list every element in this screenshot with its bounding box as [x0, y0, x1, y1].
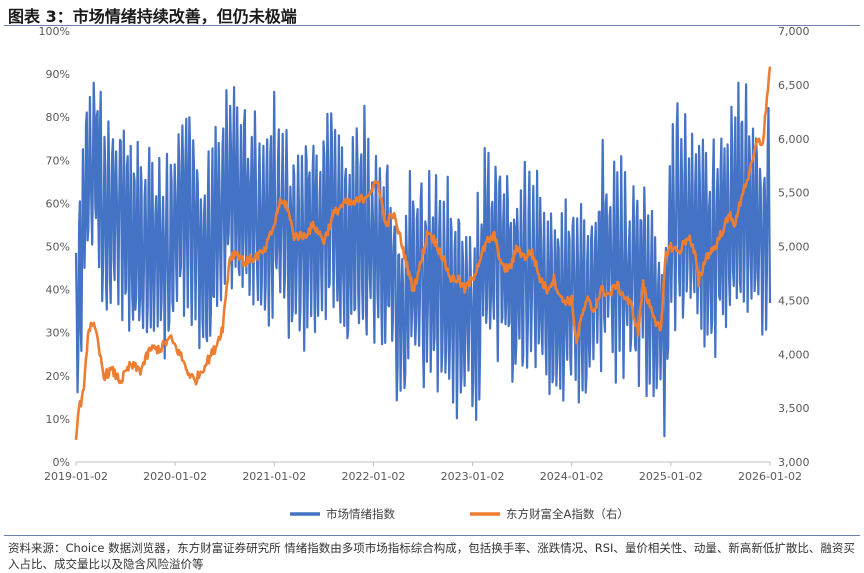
- chart-container: 0% 10% 20% 30% 40% 50% 60% 70% 80% 90% 100% 3,000 3,…: [0, 25, 864, 536]
- left-axis-tick-label: 100%: [39, 26, 70, 38]
- right-axis-tick-label: 4,500: [778, 294, 810, 307]
- left-axis-tick-label: 30%: [46, 327, 70, 340]
- right-axis-tick-label: 6,500: [778, 79, 810, 92]
- left-axis-tick-label: 90%: [46, 68, 70, 81]
- right-axis-tick-label: 5,500: [778, 187, 810, 200]
- right-axis-tick-label: 3,000: [778, 456, 810, 469]
- x-axis-tick-label: 2020-01-02: [143, 470, 207, 483]
- x-axis-tick-label: 2025-01-02: [639, 470, 703, 483]
- left-axis-tick-label: 50%: [46, 241, 70, 254]
- sentiment-index-line: [74, 81, 772, 438]
- source-divider: [4, 535, 860, 536]
- dual-axis-line-chart: 0% 10% 20% 30% 40% 50% 60% 70% 80% 90% 100% 3,000 3,…: [39, 25, 810, 521]
- all-a-index-line: [74, 66, 772, 441]
- x-axis-tick-label: 2023-01-02: [441, 470, 505, 483]
- legend-label: 东方财富全A指数（右）: [506, 507, 629, 521]
- right-axis-tick-label: 3,500: [778, 402, 810, 415]
- left-axis-tick-label: 60%: [46, 197, 70, 210]
- left-axis-tick-label: 70%: [46, 154, 70, 167]
- x-axis-tick-label: 2024-01-02: [540, 470, 604, 483]
- left-axis-tick-label: 80%: [46, 111, 70, 124]
- figure-header: 图表 3：市场情绪持续改善，但仍未极端: [0, 0, 864, 26]
- left-axis-tick-label: 20%: [46, 370, 70, 383]
- x-axis-tick-label: 2021-01-02: [242, 470, 306, 483]
- left-axis-tick-label: 40%: [46, 284, 70, 297]
- right-axis-tick-label: 5,000: [778, 241, 810, 254]
- x-axis-tick-label: 2019-01-02: [44, 470, 108, 483]
- title-divider: [4, 25, 860, 26]
- x-axis-tick-label: 2022-01-02: [341, 470, 405, 483]
- left-axis-tick-label: 10%: [46, 413, 70, 426]
- right-axis-tick-label: 7,000: [778, 26, 810, 38]
- source-note: 资料来源：Choice 数据浏览器，东方财富证券研究所 情绪指数由多项市场指标综…: [8, 541, 855, 571]
- right-axis-tick-label: 4,000: [778, 348, 810, 361]
- right-axis-tick-label: 6,000: [778, 133, 810, 146]
- figure-title: 图表 3：市场情绪持续改善，但仍未极端: [8, 7, 297, 26]
- x-axis-tick-label: 2026-01-02: [738, 470, 802, 483]
- legend-label: 市场情绪指数: [326, 507, 395, 521]
- left-axis-tick-label: 0%: [53, 456, 70, 469]
